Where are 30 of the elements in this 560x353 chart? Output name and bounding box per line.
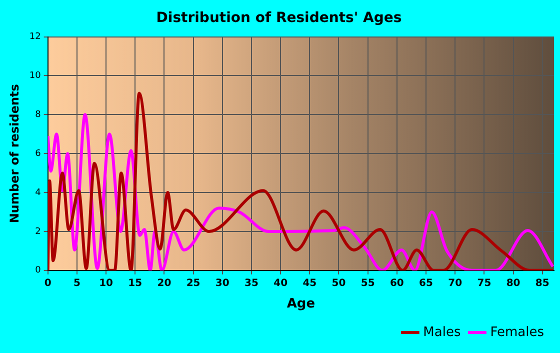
y-tick-label: 4 xyxy=(35,188,42,198)
x-tick-label: 10 xyxy=(99,278,114,289)
y-tick-label: 0 xyxy=(35,266,42,276)
x-tick-label: 5 xyxy=(73,278,80,289)
x-tick-label: 40 xyxy=(274,278,288,289)
x-tick-label: 55 xyxy=(360,278,375,289)
x-tick-label: 25 xyxy=(186,278,200,289)
y-tick-label: 6 xyxy=(35,148,42,159)
x-tick-label: 60 xyxy=(390,278,404,289)
x-tick-label: 20 xyxy=(157,278,172,289)
legend-label: Females xyxy=(490,324,544,340)
y-tick-label: 8 xyxy=(35,110,42,120)
x-tick-label: 50 xyxy=(332,278,346,289)
x-axis-title: Age xyxy=(286,296,316,312)
x-tick-label: 45 xyxy=(302,278,317,289)
chart-title: Distribution of Residents' Ages xyxy=(156,10,402,26)
x-tick-label: 35 xyxy=(244,278,258,289)
x-tick-label: 15 xyxy=(128,278,142,289)
y-tick-label: 2 xyxy=(35,226,41,237)
y-axis-title: Number of residents xyxy=(7,84,22,224)
x-tick-label: 0 xyxy=(44,278,52,289)
y-tick-label: 12 xyxy=(29,32,41,42)
x-tick-label: 85 xyxy=(535,278,550,289)
x-tick-label: 65 xyxy=(419,278,434,289)
x-tick-label: 30 xyxy=(215,278,230,289)
x-tick-label: 70 xyxy=(448,278,462,289)
x-tick-label: 80 xyxy=(506,278,520,289)
legend-label: Males xyxy=(423,324,461,340)
y-tick-label: 10 xyxy=(29,71,42,82)
x-tick-label: 75 xyxy=(477,278,492,289)
